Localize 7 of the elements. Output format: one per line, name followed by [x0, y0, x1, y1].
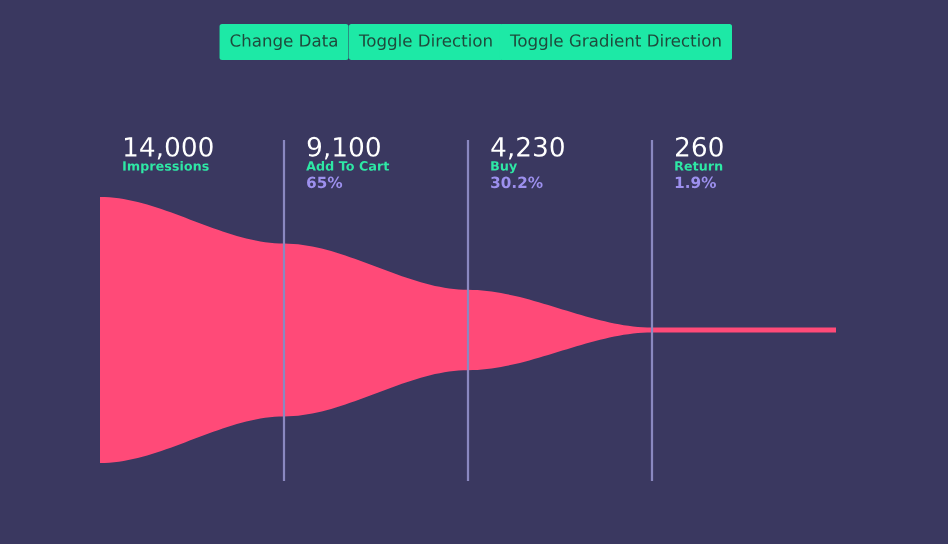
data-label: 14,000 — [124, 136, 213, 160]
text: Toggle Direction — [358, 33, 492, 51]
data-label: 4,230 — [491, 136, 564, 160]
data-label: 9,100 — [307, 136, 380, 160]
text: Change Data — [230, 33, 337, 51]
data-label: 260 — [676, 136, 723, 157]
text: Toggle Gradient Direction — [509, 33, 721, 51]
